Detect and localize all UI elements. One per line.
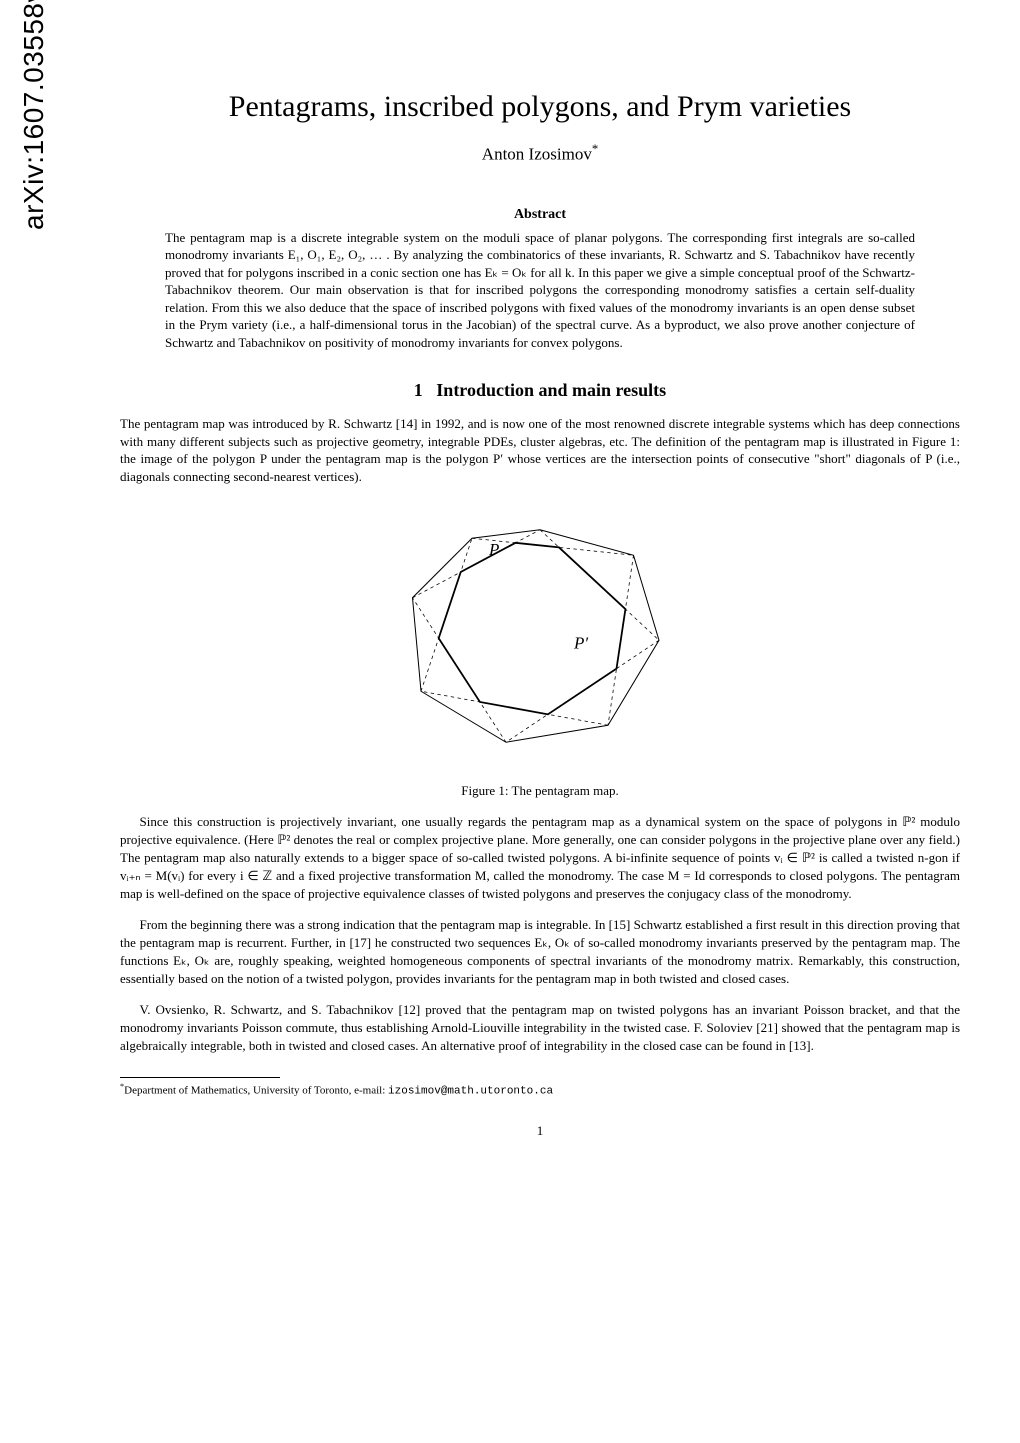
page-content: Pentagrams, inscribed polygons, and Prym… [120, 0, 960, 1179]
author-affil-marker: * [592, 142, 598, 156]
svg-text:P: P [488, 541, 499, 560]
arxiv-identifier: arXiv:1607.03558v3 [nlin.SI] 30 Sep 2016 [18, 0, 50, 230]
section-title: Introduction and main results [436, 380, 666, 400]
section-number: 1 [414, 380, 423, 400]
page-number: 1 [120, 1123, 960, 1139]
paragraph-2: Since this construction is projectively … [120, 813, 960, 903]
figure-1: P P′ Figure 1: The pentagram map. [120, 504, 960, 799]
footnote-text: Department of Mathematics, University of… [124, 1084, 388, 1096]
footnote-rule [120, 1077, 280, 1078]
author-name: Anton Izosimov [482, 145, 592, 164]
pentagram-diagram: P P′ [370, 504, 710, 768]
abstract-body: The pentagram map is a discrete integrab… [165, 229, 915, 352]
svg-text:P′: P′ [573, 634, 588, 653]
author-line: Anton Izosimov* [120, 142, 960, 165]
footnote: *Department of Mathematics, University o… [120, 1082, 960, 1098]
paragraph-1: The pentagram map was introduced by R. S… [120, 415, 960, 487]
section-heading: 1 Introduction and main results [120, 380, 960, 401]
paper-title: Pentagrams, inscribed polygons, and Prym… [120, 90, 960, 124]
paragraph-4: V. Ovsienko, R. Schwartz, and S. Tabachn… [120, 1001, 960, 1055]
footnote-email: izosimov@math.utoronto.ca [388, 1085, 553, 1097]
paragraph-3: From the beginning there was a strong in… [120, 916, 960, 988]
abstract-heading: Abstract [120, 207, 960, 223]
figure-1-caption: Figure 1: The pentagram map. [120, 783, 960, 799]
